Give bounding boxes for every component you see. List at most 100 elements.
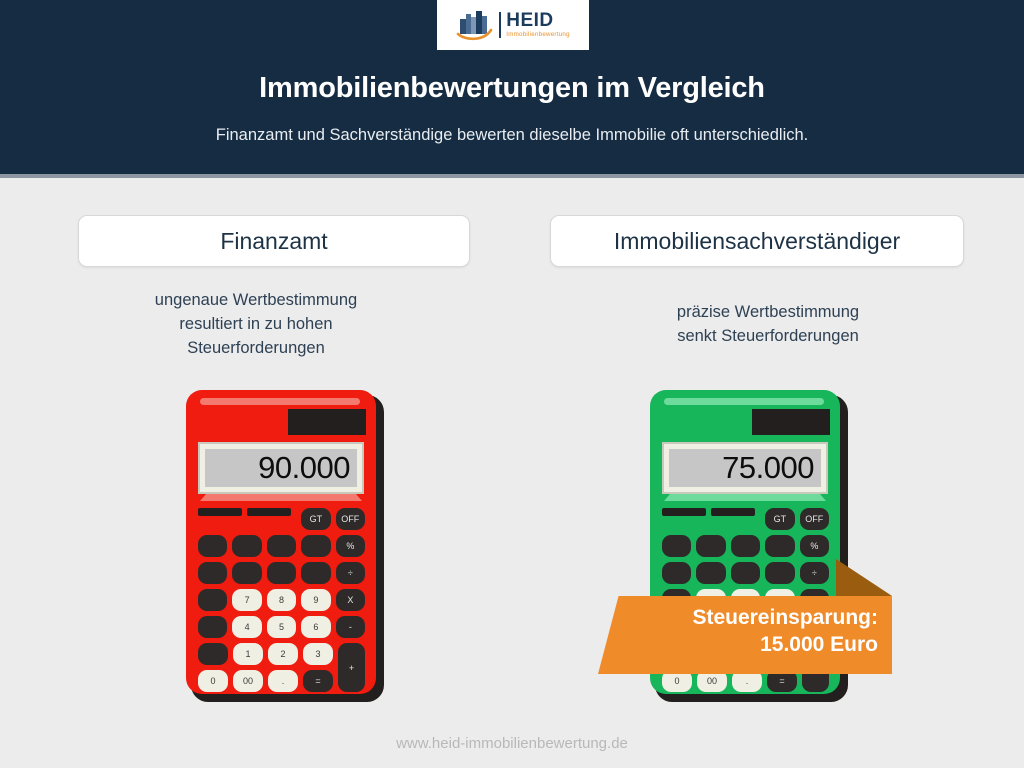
key-blank-bar[interactable] (198, 508, 243, 516)
calculator-lcd: 75.000 (669, 449, 821, 487)
key-blank[interactable] (232, 535, 262, 557)
brand-logo: HEID Immobilienbewertung (437, 0, 589, 50)
savings-banner: Steuereinsparung: 15.000 Euro (598, 596, 892, 674)
key-blank[interactable] (301, 535, 331, 557)
card-heading-label: Immobiliensachverständiger (613, 227, 901, 254)
keypad-subrow: 0 00 . = (198, 670, 333, 692)
key-blank[interactable] (232, 562, 262, 584)
key-blank-bar[interactable] (711, 508, 756, 516)
comparison-column-finanzamt: Finanzamt ungenaue Wertbestimmung result… (0, 178, 512, 718)
key-digit-9[interactable]: 9 (301, 589, 331, 611)
calculator-finanzamt: 90.000 GT OFF % (186, 390, 384, 702)
key-blank[interactable] (198, 643, 228, 665)
key-double-zero[interactable]: 00 (697, 670, 727, 692)
key-equals[interactable]: = (767, 670, 797, 692)
blurb-finanzamt: ungenaue Wertbestimmung resultiert in zu… (0, 289, 512, 360)
logo-title: HEID (506, 10, 554, 32)
key-blank[interactable] (696, 562, 726, 584)
key-digit-7[interactable]: 7 (232, 589, 262, 611)
keypad-subrow: 1 2 3 (198, 643, 333, 665)
keypad-row: % (198, 535, 366, 557)
logo-subtitle: Immobilienbewertung (506, 31, 570, 39)
key-blank[interactable] (730, 535, 761, 557)
key-blank[interactable] (662, 535, 692, 557)
keypad-subrow: 0 00 . = (662, 670, 797, 692)
page-title: Immobilienbewertungen im Vergleich (259, 72, 765, 104)
key-digit-6[interactable]: 6 (301, 616, 331, 638)
keypad-row: ÷ (662, 562, 830, 584)
key-blank[interactable] (662, 562, 692, 584)
solar-panel-icon (752, 409, 830, 435)
keypad-row: ÷ (198, 562, 366, 584)
footer-url: www.heid-immobilienbewertung.de (396, 735, 628, 752)
key-blank[interactable] (266, 535, 297, 557)
key-percent[interactable]: % (799, 535, 830, 557)
key-percent[interactable]: % (335, 535, 366, 557)
header-divider (0, 174, 1024, 178)
calculator-body: 90.000 GT OFF % (186, 390, 376, 694)
calculator-top-highlight (664, 398, 824, 405)
key-zero[interactable]: 0 (198, 670, 228, 692)
keypad-row: 4 5 6 - (198, 616, 366, 638)
key-double-zero[interactable]: 00 (233, 670, 263, 692)
calculator-lcd: 90.000 (205, 449, 357, 487)
keypad-row: % (662, 535, 830, 557)
key-digit-4[interactable]: 4 (232, 616, 262, 638)
key-zero[interactable]: 0 (662, 670, 692, 692)
key-equals[interactable]: = (303, 670, 333, 692)
savings-banner-label: Steuereinsparung: (692, 606, 878, 629)
key-gt[interactable]: GT (301, 508, 331, 530)
calculator-display-value: 75.000 (722, 450, 814, 485)
key-blank-bar[interactable] (247, 508, 292, 516)
key-divide[interactable]: ÷ (799, 562, 830, 584)
key-digit-8[interactable]: 8 (266, 589, 297, 611)
keypad-row: GT OFF (662, 508, 829, 530)
key-digit-3[interactable]: 3 (303, 643, 333, 665)
blurb-line: senkt Steuerforderungen (677, 326, 859, 345)
calculator-display-value: 90.000 (258, 450, 350, 485)
calculator-display-shelf (664, 494, 826, 501)
key-plus[interactable]: + (338, 643, 365, 692)
key-blank[interactable] (198, 535, 228, 557)
key-multiply[interactable]: X (335, 589, 366, 611)
key-off[interactable]: OFF (335, 508, 365, 530)
key-blank[interactable] (696, 535, 726, 557)
key-blank[interactable] (765, 562, 795, 584)
keypad-row: GT OFF (198, 508, 365, 530)
key-blank[interactable] (198, 616, 228, 638)
logo-wordmark: HEID Immobilienbewertung (506, 11, 570, 38)
savings-banner-amount: 15.000 Euro (760, 632, 878, 656)
blurb-line: ungenaue Wertbestimmung (154, 291, 358, 309)
key-blank[interactable] (266, 562, 297, 584)
key-blank[interactable] (765, 535, 795, 557)
blurb-line: Steuerforderungen (187, 338, 325, 357)
calculator-display-bezel: 90.000 (198, 442, 364, 494)
key-blank[interactable] (198, 589, 228, 611)
calculator-display-shelf (200, 494, 362, 501)
key-decimal-point[interactable]: . (268, 670, 298, 692)
key-blank[interactable] (730, 562, 761, 584)
key-off[interactable]: OFF (799, 508, 829, 530)
calculator-keypad: GT OFF % ÷ (198, 508, 366, 694)
key-divide[interactable]: ÷ (335, 562, 366, 584)
key-minus[interactable]: - (335, 616, 366, 638)
key-digit-5[interactable]: 5 (266, 616, 297, 638)
key-digit-2[interactable]: 2 (268, 643, 298, 665)
card-heading-label: Finanzamt (220, 227, 328, 254)
blurb-line: resultiert in zu hohen (179, 314, 333, 333)
card-heading-finanzamt: Finanzamt (78, 215, 470, 267)
keypad-row: 7 8 9 X (198, 589, 366, 611)
logo-divider (499, 12, 502, 38)
key-gt[interactable]: GT (765, 508, 795, 530)
building-logo-icon (456, 8, 494, 42)
key-blank[interactable] (301, 562, 331, 584)
key-blank-bar[interactable] (662, 508, 707, 516)
calculator-display-bezel: 75.000 (662, 442, 828, 494)
blurb-sachverstaendiger: präzise Wertbestimmung senkt Steuerforde… (512, 301, 1024, 349)
card-heading-sachverstaendiger: Immobiliensachverständiger (550, 215, 964, 267)
keypad-row: 1 2 3 0 00 . = + (198, 643, 365, 692)
key-blank[interactable] (198, 562, 228, 584)
key-decimal-point[interactable]: . (732, 670, 762, 692)
solar-panel-icon (288, 409, 366, 435)
key-digit-1[interactable]: 1 (233, 643, 263, 665)
